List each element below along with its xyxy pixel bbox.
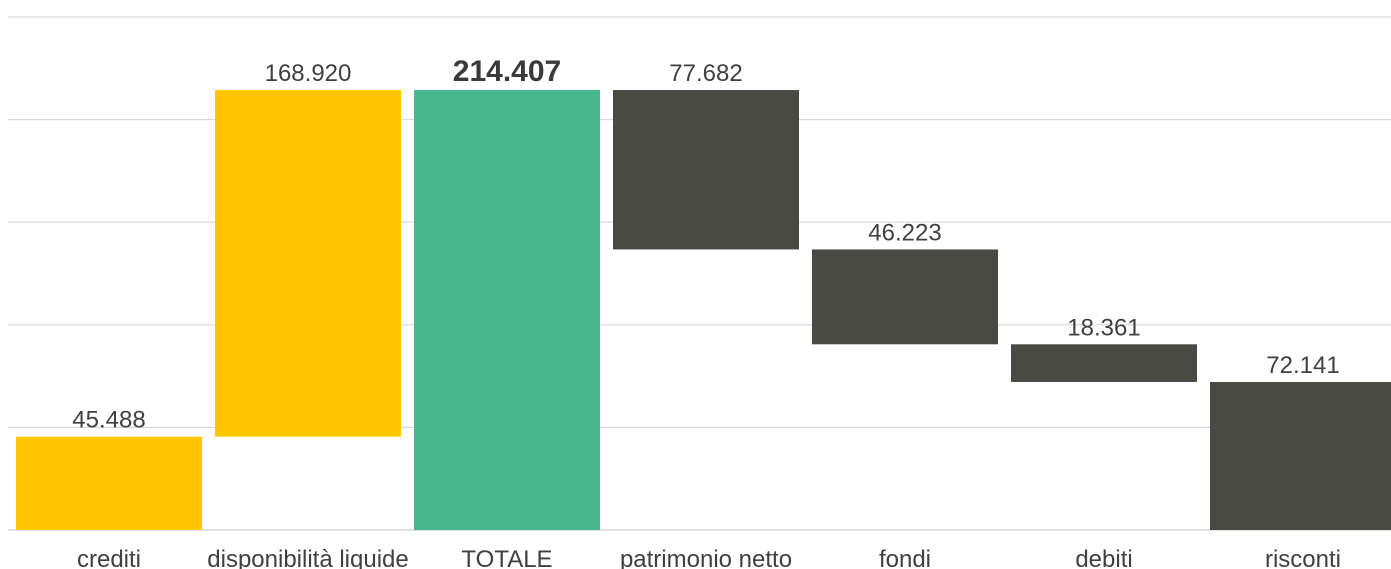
- bar-debiti: [1011, 344, 1197, 382]
- category-label: patrimonio netto: [620, 546, 792, 569]
- value-label: 18.361: [1067, 314, 1140, 341]
- bar-disponibilità-liquide: [215, 90, 401, 437]
- bar-fondi: [812, 249, 998, 345]
- value-label: 46.223: [868, 219, 941, 246]
- category-label: risconti: [1265, 546, 1341, 569]
- value-label: 168.920: [265, 60, 352, 87]
- value-label: 72.141: [1266, 352, 1339, 379]
- bar-totale: [414, 90, 600, 530]
- category-label: fondi: [879, 546, 931, 569]
- bar-crediti: [16, 436, 202, 530]
- category-labels: crediti disponibilità liquide TOTALE patrim…: [77, 546, 1341, 569]
- bar-risconti: [1210, 381, 1391, 530]
- category-label: TOTALE: [461, 546, 552, 569]
- bars: [16, 90, 1391, 530]
- value-label: 45.488: [72, 407, 145, 434]
- category-label: disponibilità liquide: [207, 546, 408, 569]
- category-label: debiti: [1075, 546, 1132, 569]
- bar-patrimonio-netto: [613, 90, 799, 250]
- value-label: 77.682: [669, 60, 742, 87]
- category-label: crediti: [77, 546, 141, 569]
- value-labels: 45.488 168.920 214.407 77.682 46.223 18.361 72…: [72, 55, 1339, 434]
- value-label: 214.407: [453, 55, 561, 88]
